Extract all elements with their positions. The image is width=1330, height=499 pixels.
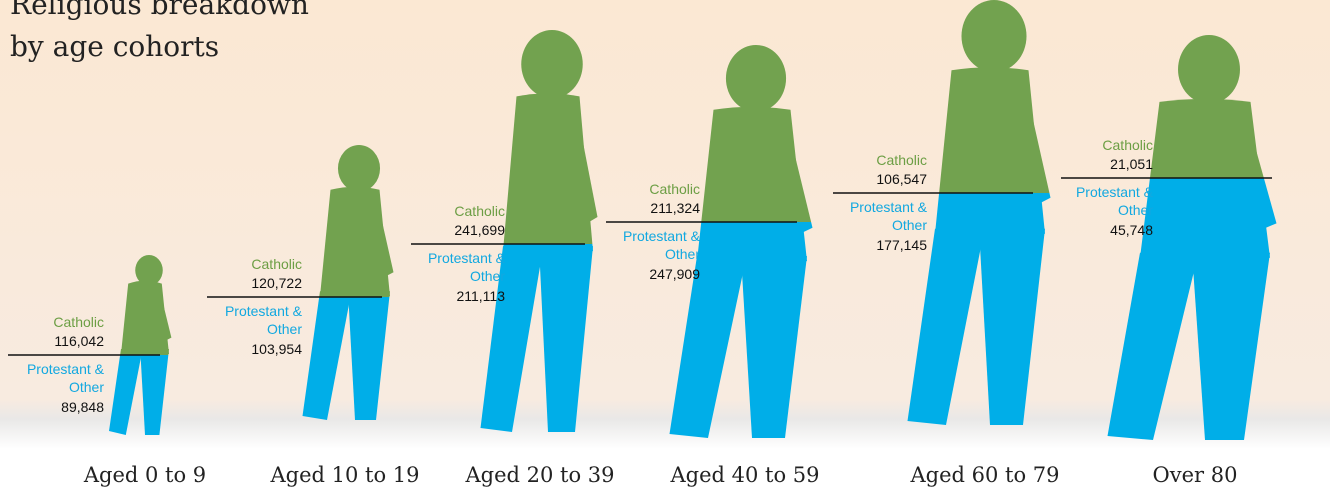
other-label: Protestant &	[428, 250, 506, 266]
catholic-label: Catholic	[251, 256, 302, 272]
catholic-count: 116,042	[54, 333, 104, 349]
cohort-label: Aged 40 to 59	[669, 463, 819, 487]
other-label: Protestant &	[225, 303, 303, 319]
head	[726, 45, 786, 112]
other-label: Other	[892, 217, 927, 233]
catholic-count: 211,324	[650, 200, 700, 216]
catholic-label: Catholic	[53, 314, 104, 330]
cohort-label: Aged 60 to 79	[909, 463, 1059, 487]
other-label: Other	[470, 268, 505, 284]
catholic-label: Catholic	[876, 152, 927, 168]
title-line: by age cohorts	[10, 30, 219, 63]
catholic-label: Catholic	[454, 203, 505, 219]
other-label: Other	[69, 379, 104, 395]
cohort-label: Over 80	[1153, 463, 1238, 487]
other-label: Other	[267, 321, 302, 337]
other-count: 247,909	[649, 266, 700, 282]
other-label: Protestant &	[27, 361, 105, 377]
head	[961, 0, 1026, 72]
catholic-count: 106,547	[876, 171, 927, 187]
head	[1178, 35, 1240, 104]
catholic-label: Catholic	[1102, 137, 1153, 153]
cohort-label: Aged 0 to 9	[83, 463, 206, 487]
other-count: 211,113	[456, 288, 505, 304]
infographic: Religious breakdown by age cohorts Catho…	[0, 0, 1330, 499]
other-label: Protestant &	[1076, 184, 1154, 200]
head	[521, 30, 583, 98]
other-count: 89,848	[61, 399, 104, 415]
other-label: Protestant &	[850, 199, 928, 215]
other-label: Protestant &	[623, 228, 701, 244]
catholic-count: 21,051	[1110, 156, 1153, 172]
cohort-label: Aged 10 to 19	[269, 463, 419, 487]
catholic-count: 241,699	[454, 222, 505, 238]
other-count: 103,954	[251, 341, 302, 357]
other-count: 45,748	[1110, 222, 1153, 238]
cohort-label: Aged 20 to 39	[464, 463, 614, 487]
catholic-label: Catholic	[649, 181, 700, 197]
catholic-count: 120,722	[251, 275, 302, 291]
other-label: Other	[665, 246, 700, 262]
title-line: Religious breakdown	[10, 0, 309, 21]
other-count: 177,145	[876, 237, 927, 253]
head	[338, 145, 380, 192]
other-label: Other	[1118, 202, 1153, 218]
